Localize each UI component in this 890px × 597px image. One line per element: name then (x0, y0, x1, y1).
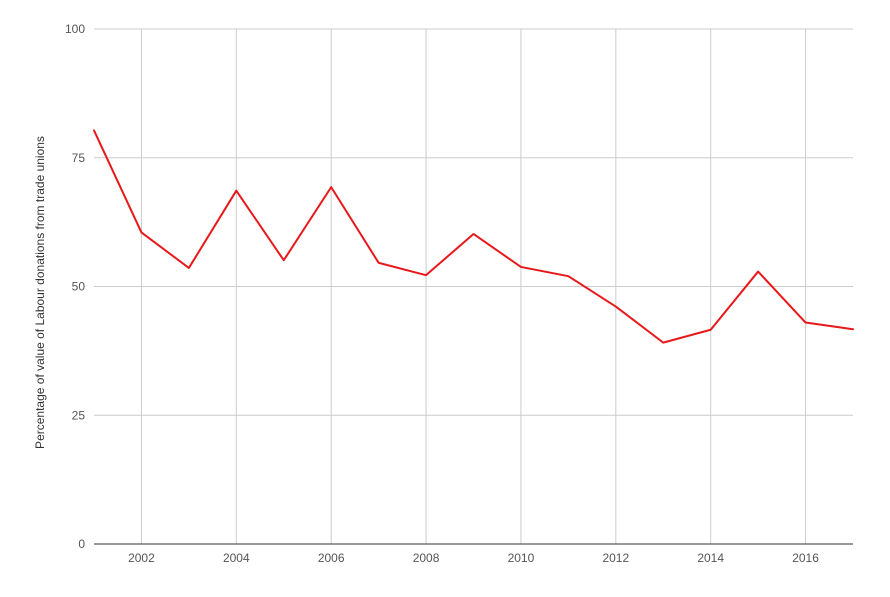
y-tick-label-25: 25 (72, 408, 86, 422)
tick-labels: 0 25 50 75 100 2002 2004 2006 2008 2010 2012 2014 20… (65, 22, 819, 565)
x-tick-label-2012: 2012 (602, 551, 629, 565)
x-tick-label-2008: 2008 (413, 551, 440, 565)
y-tick-label-75: 75 (72, 151, 86, 165)
series-line-0 (93, 129, 854, 344)
gridlines (94, 28, 853, 544)
y-axis-title: Percentage of value of Labour donations … (33, 136, 47, 449)
x-tick-label-2004: 2004 (223, 551, 250, 565)
y-tick-label-0: 0 (78, 537, 85, 551)
series (93, 129, 854, 344)
x-tick-label-2014: 2014 (697, 551, 724, 565)
x-tick-label-2006: 2006 (318, 551, 345, 565)
y-tick-label-50: 50 (72, 280, 86, 294)
y-tick-label-100: 100 (65, 22, 85, 36)
x-tick-label-2016: 2016 (792, 551, 819, 565)
x-tick-label-2002: 2002 (128, 551, 155, 565)
x-tick-label-2010: 2010 (508, 551, 535, 565)
